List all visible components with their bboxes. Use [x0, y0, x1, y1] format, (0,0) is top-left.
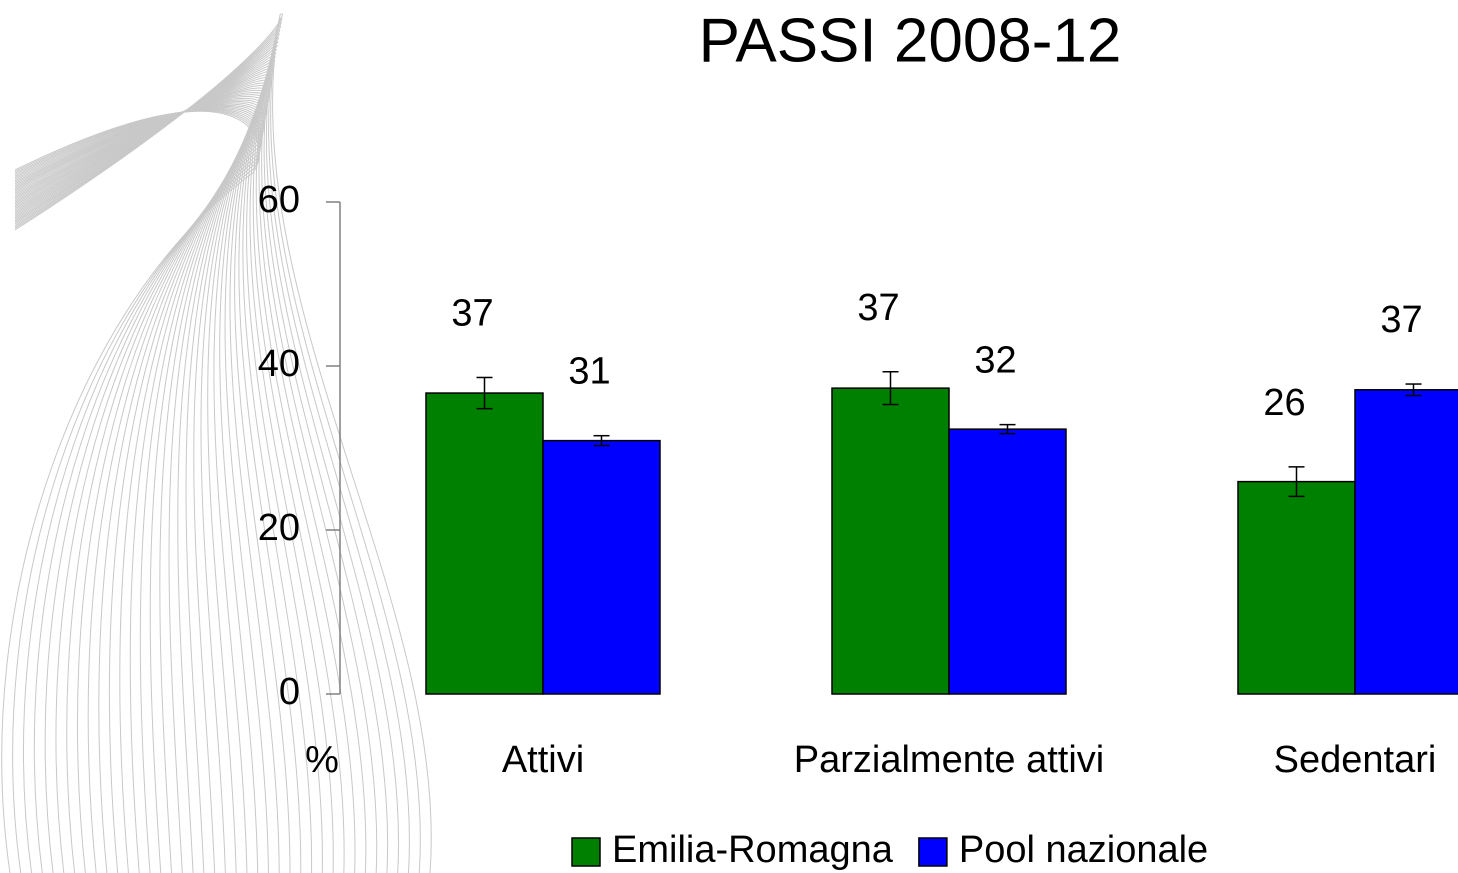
decoration-curve: [14, 45, 345, 873]
bar: [542, 439, 661, 695]
decoration-curve: [14, 92, 269, 873]
decoration-curve: [14, 29, 389, 873]
decoration-curve: [14, 37, 367, 873]
decoration-curve: [14, 76, 273, 873]
background-decoration: [1, 13, 432, 873]
legend-swatch: [571, 837, 601, 867]
decoration-curve: [14, 79, 272, 873]
decoration-curve: [14, 67, 280, 873]
decoration-curve: [14, 70, 274, 873]
decoration-curve: [14, 99, 267, 873]
value-label: 37: [451, 293, 493, 335]
y-axis-label: %: [305, 739, 339, 781]
decoration-curve: [14, 87, 270, 873]
y-tick-label: 40: [258, 343, 300, 385]
legend-swatch: [918, 837, 948, 867]
decoration-curve: [14, 85, 271, 873]
y-tick-label: 0: [279, 671, 300, 713]
bar: [831, 387, 950, 695]
value-label: 37: [857, 287, 899, 329]
decoration-curve: [14, 21, 410, 873]
decoration-curve: [14, 63, 291, 873]
bar: [425, 392, 544, 695]
decoration-curve: [14, 82, 271, 873]
decoration-curve: [14, 41, 356, 873]
bar: [948, 428, 1067, 695]
x-tick-label: Parzialmente attivi: [794, 739, 1104, 781]
y-tick-label: 20: [258, 507, 300, 549]
x-tick-label: Attivi: [502, 739, 584, 781]
y-tick-label: 60: [258, 179, 300, 221]
decoration-curve: [14, 60, 302, 873]
decoration-curve: [14, 33, 378, 873]
decoration-curve: [14, 94, 269, 873]
chart-title: PASSI 2008-12: [699, 6, 1122, 75]
decoration-curve: [14, 96, 268, 873]
value-label: 31: [568, 351, 610, 393]
decoration-curve: [14, 25, 400, 873]
decoration-curve: [14, 56, 313, 873]
x-tick-label: Sedentari: [1274, 739, 1437, 781]
legend-label: Emilia-Romagna: [612, 829, 894, 871]
value-label: 37: [1380, 299, 1422, 341]
decoration-curve: [14, 52, 323, 873]
decoration-curve: [14, 97, 267, 873]
value-label: 26: [1263, 382, 1305, 424]
decoration-curve: [14, 73, 273, 873]
decoration-curve: [14, 48, 334, 873]
decoration-curve: [14, 89, 270, 873]
value-label: 32: [974, 340, 1016, 382]
bar: [1237, 480, 1356, 695]
bar: [1354, 389, 1458, 695]
decoration-curve: [14, 13, 432, 873]
legend-label: Pool nazionale: [959, 829, 1208, 871]
